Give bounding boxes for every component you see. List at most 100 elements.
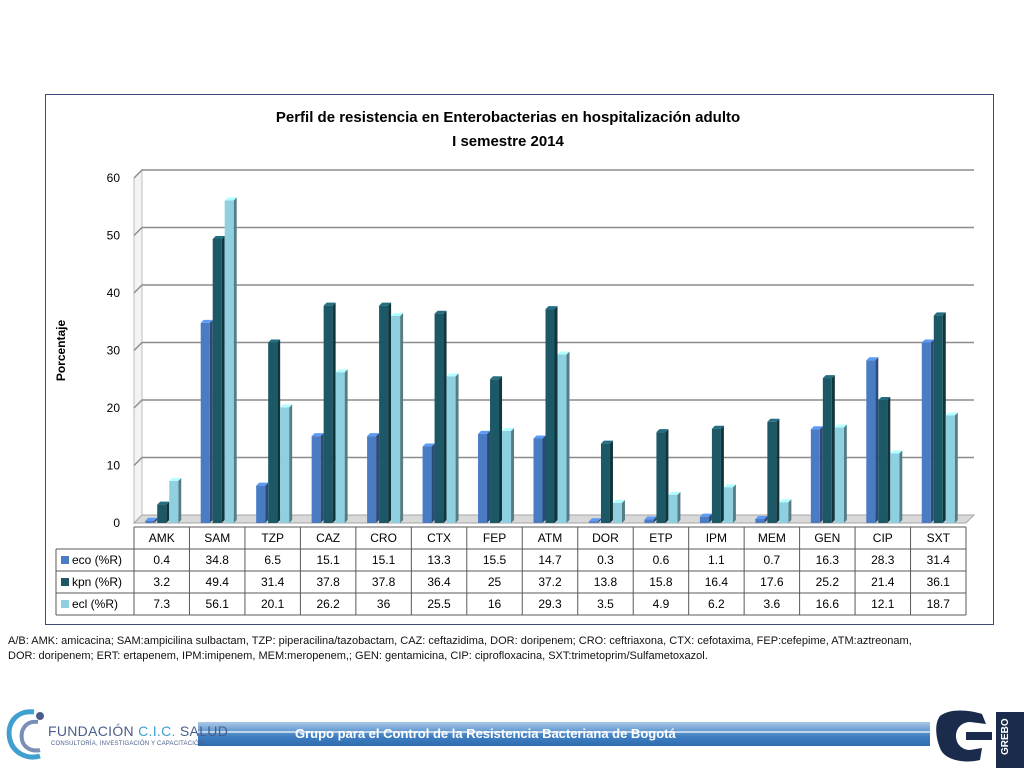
legend-label: kpn (%R)	[72, 575, 122, 589]
bar-side	[542, 435, 546, 523]
bar-side	[178, 478, 182, 523]
data-label: 15.1	[316, 553, 340, 567]
bar-side	[166, 501, 170, 523]
data-label: 16.4	[705, 575, 729, 589]
bar-top	[379, 302, 392, 306]
bar	[588, 521, 598, 523]
data-label: 7.3	[153, 597, 170, 611]
bar-side	[388, 302, 392, 523]
bar-side	[597, 518, 601, 523]
bar-top	[933, 312, 946, 316]
bar-top	[557, 351, 570, 355]
y-tick-label: 60	[107, 171, 121, 185]
bar-side	[831, 375, 835, 523]
data-label: 0.4	[153, 553, 170, 567]
bar-side	[344, 369, 348, 523]
bar-top	[391, 313, 404, 316]
bar	[933, 315, 943, 523]
bar	[755, 518, 765, 523]
bar	[200, 322, 210, 523]
x-tick-label: CTX	[427, 531, 451, 545]
bar-side	[566, 351, 570, 523]
data-label: 0.6	[653, 553, 670, 567]
bar	[945, 415, 955, 523]
bar-top	[588, 518, 601, 522]
y-tick-label: 20	[107, 401, 121, 415]
bar	[268, 342, 278, 523]
bar-top	[200, 319, 213, 323]
bar-side	[788, 499, 792, 523]
bar-top	[699, 513, 712, 517]
bar-top	[600, 440, 613, 444]
x-tick-label: ETP	[649, 531, 672, 545]
bar-top	[502, 428, 515, 431]
bar	[866, 360, 876, 523]
bar-side	[899, 450, 903, 523]
logo-name-cic: C.I.C.	[138, 723, 176, 739]
bar	[810, 429, 820, 523]
legend-label: ecl (%R)	[72, 597, 118, 611]
gridline	[133, 399, 974, 409]
bar-side	[776, 418, 780, 523]
x-tick-label: CAZ	[316, 531, 340, 545]
bar	[157, 504, 167, 523]
bar	[834, 427, 844, 523]
bar	[379, 305, 389, 523]
legend-swatch	[61, 578, 69, 586]
data-label: 13.8	[594, 575, 618, 589]
x-tick-label: CIP	[873, 531, 893, 545]
bar	[600, 443, 610, 523]
bar	[699, 516, 709, 523]
data-label: 36	[377, 597, 391, 611]
bar-side	[621, 499, 625, 523]
bar-top	[723, 484, 736, 488]
bar-side	[708, 513, 712, 523]
x-tick-label: SAM	[204, 531, 230, 545]
data-label: 26.2	[316, 597, 340, 611]
y-tick-label: 10	[107, 459, 121, 473]
bar-side	[665, 429, 669, 523]
bar	[391, 316, 401, 523]
bar-side	[487, 430, 491, 523]
data-label: 37.8	[372, 575, 396, 589]
bar-top	[668, 491, 681, 495]
bar-side	[843, 424, 847, 523]
bar	[224, 200, 234, 524]
footer-banner-line	[198, 731, 943, 733]
bar	[545, 309, 555, 523]
bar-side	[930, 339, 934, 523]
bar-top	[656, 429, 669, 433]
data-label: 15.1	[372, 553, 396, 567]
bar-top	[921, 339, 934, 343]
chart-svg: Perfil de resistencia en Enterobacterias…	[54, 109, 976, 616]
data-label: 4.9	[653, 597, 670, 611]
bar-side	[443, 310, 447, 523]
bar-side	[233, 197, 237, 524]
bar-side	[942, 312, 946, 523]
bar-top	[311, 433, 324, 437]
data-label: 16.3	[816, 553, 840, 567]
bar-side	[677, 491, 681, 523]
bar-side	[265, 482, 269, 523]
data-label: 16	[488, 597, 502, 611]
legend-label: eco (%R)	[72, 553, 122, 567]
data-label: 15.5	[483, 553, 507, 567]
bar	[711, 428, 721, 523]
x-tick-label: MEM	[758, 531, 786, 545]
data-label: 36.4	[427, 575, 451, 589]
chart-subtitle: I semestre 2014	[452, 133, 564, 150]
y-axis-label: Porcentaje	[54, 319, 68, 381]
data-label: 25.5	[427, 597, 451, 611]
bar-side	[954, 412, 958, 523]
gridline	[133, 456, 974, 466]
data-label: 0.3	[597, 553, 614, 567]
bar	[212, 238, 222, 523]
bar-top	[434, 310, 447, 314]
bar-side	[221, 235, 225, 523]
bar	[921, 342, 931, 523]
bar	[612, 502, 622, 523]
bar-top	[878, 396, 891, 400]
bar-top	[755, 515, 768, 519]
fundacion-cic-logo-text: FUNDACIÓN C.I.C. SALUD	[48, 723, 228, 739]
data-label: 1.1	[708, 553, 725, 567]
